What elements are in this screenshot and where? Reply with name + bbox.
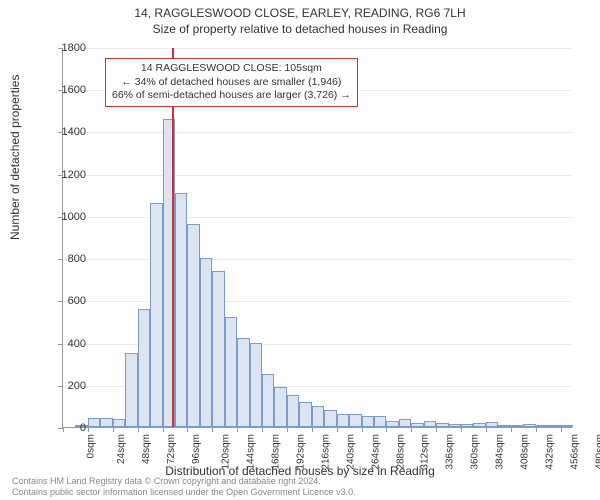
x-tick-label: 96sqm	[191, 434, 202, 464]
bar	[548, 425, 560, 427]
footer: Contains HM Land Registry data © Crown c…	[12, 476, 356, 498]
x-tick-mark	[436, 427, 437, 432]
x-tick-label: 48sqm	[141, 434, 152, 464]
y-tick-label: 600	[46, 295, 86, 307]
x-tick-mark	[386, 427, 387, 432]
x-tick-mark	[312, 427, 313, 432]
bar	[187, 224, 199, 427]
bar	[225, 317, 237, 427]
y-tick-label: 1600	[46, 84, 86, 96]
y-tick-label: 200	[46, 380, 86, 392]
x-tick-mark	[88, 427, 89, 432]
bar	[200, 258, 212, 427]
bar	[287, 395, 299, 427]
plot-area: 0sqm24sqm48sqm72sqm96sqm120sqm144sqm168s…	[62, 48, 572, 428]
grid-line	[63, 259, 572, 260]
bar	[436, 423, 448, 427]
bar	[337, 414, 349, 427]
bar	[113, 419, 125, 427]
grid-line	[63, 217, 572, 218]
bar	[274, 387, 286, 427]
bar	[411, 423, 423, 427]
bar	[88, 418, 100, 428]
bar	[536, 425, 548, 427]
x-tick-mark	[113, 427, 114, 432]
title-line1: 14, RAGGLESWOOD CLOSE, EARLEY, READING, …	[0, 6, 600, 20]
bar	[138, 309, 150, 427]
bar	[362, 416, 374, 427]
grid-line	[63, 175, 572, 176]
x-tick-mark	[536, 427, 537, 432]
x-tick-label: 72sqm	[166, 434, 177, 464]
bar	[349, 414, 361, 427]
bar	[100, 418, 112, 428]
x-tick-mark	[337, 427, 338, 432]
bar	[175, 193, 187, 427]
x-tick-mark	[212, 427, 213, 432]
bar	[498, 425, 510, 427]
footer-line2: Contains public sector information licen…	[12, 487, 356, 498]
bar	[312, 406, 324, 427]
y-tick-label: 1200	[46, 169, 86, 181]
bar	[250, 343, 262, 427]
title-line2: Size of property relative to detached ho…	[0, 22, 600, 36]
x-tick-mark	[138, 427, 139, 432]
grid-line	[63, 132, 572, 133]
x-tick-mark	[362, 427, 363, 432]
bar	[374, 416, 386, 427]
bar	[262, 374, 274, 427]
bar	[523, 424, 535, 427]
footer-line1: Contains HM Land Registry data © Crown c…	[12, 476, 356, 487]
y-tick-label: 1400	[46, 126, 86, 138]
y-tick-label: 1000	[46, 211, 86, 223]
x-tick-mark	[262, 427, 263, 432]
bar	[324, 410, 336, 427]
grid-line	[63, 301, 572, 302]
x-tick-mark	[187, 427, 188, 432]
x-tick-mark	[461, 427, 462, 432]
bar	[561, 425, 573, 427]
bar	[212, 271, 224, 427]
bar	[150, 203, 162, 427]
bar	[461, 424, 473, 427]
bar	[399, 419, 411, 427]
annotation-line3: 66% of semi-detached houses are larger (…	[112, 89, 351, 103]
x-tick-mark	[237, 427, 238, 432]
annotation-line1: 14 RAGGLESWOOD CLOSE: 105sqm	[112, 62, 351, 76]
x-tick-mark	[411, 427, 412, 432]
bar	[424, 421, 436, 427]
bar	[511, 425, 523, 427]
annotation-box: 14 RAGGLESWOOD CLOSE: 105sqm← 34% of det…	[105, 58, 358, 107]
x-tick-mark	[287, 427, 288, 432]
x-tick-label: 0sqm	[85, 434, 96, 458]
annotation-line2: ← 34% of detached houses are smaller (1,…	[112, 76, 351, 90]
x-tick-mark	[561, 427, 562, 432]
bar	[386, 421, 398, 427]
bar	[125, 353, 137, 427]
y-tick-label: 1800	[46, 42, 86, 54]
y-tick-label: 400	[46, 338, 86, 350]
y-tick-label: 0	[46, 422, 86, 434]
x-tick-mark	[486, 427, 487, 432]
x-tick-mark	[163, 427, 164, 432]
bar	[237, 338, 249, 427]
y-tick-label: 800	[46, 253, 86, 265]
grid-line	[63, 48, 572, 49]
bar	[486, 422, 498, 427]
x-tick-label: 24sqm	[116, 434, 127, 464]
bar	[299, 402, 311, 427]
bar	[449, 424, 461, 427]
chart: 0sqm24sqm48sqm72sqm96sqm120sqm144sqm168s…	[62, 48, 572, 428]
x-tick-mark	[511, 427, 512, 432]
bar	[473, 423, 485, 427]
y-axis-label: Number of detached properties	[8, 75, 22, 240]
